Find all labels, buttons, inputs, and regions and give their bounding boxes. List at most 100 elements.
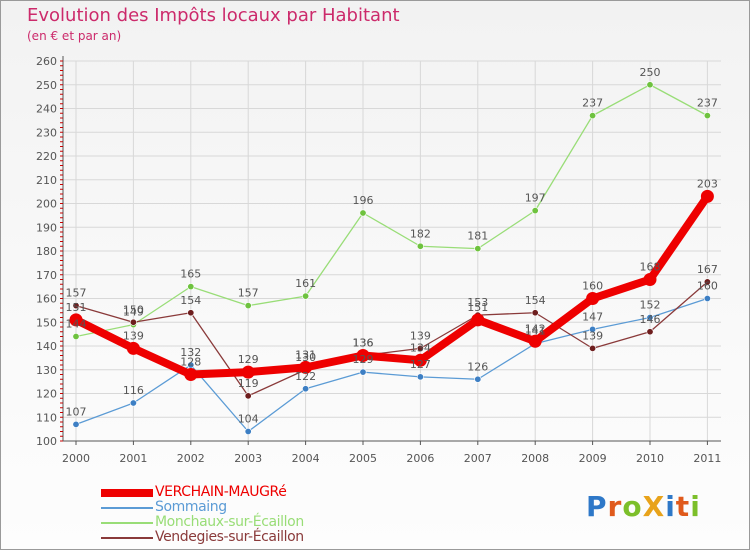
data-point: [72, 332, 80, 340]
data-point: [69, 313, 83, 327]
data-label: 128: [180, 356, 201, 369]
data-label: 203: [697, 177, 718, 190]
data-label: 160: [582, 280, 603, 293]
x-tick-label: 2010: [636, 452, 664, 465]
data-label: 129: [353, 353, 374, 366]
data-label: 107: [66, 405, 87, 418]
data-label: 197: [525, 192, 546, 205]
data-label: 136: [353, 337, 374, 350]
data-label: 250: [640, 66, 661, 79]
x-tick-label: 2000: [62, 452, 90, 465]
data-point: [184, 368, 198, 381]
x-tick-label: 2003: [234, 452, 262, 465]
data-label: 127: [410, 358, 431, 371]
y-tick-label: 110: [36, 411, 57, 424]
data-point: [302, 385, 310, 393]
data-label: 165: [180, 268, 201, 281]
y-tick-label: 160: [36, 293, 57, 306]
y-tick-label: 100: [36, 435, 57, 448]
data-point: [531, 207, 539, 215]
data-point: [416, 344, 424, 352]
data-label: 134: [410, 341, 431, 354]
y-tick-label: 210: [36, 174, 57, 187]
data-point: [72, 302, 80, 310]
data-label: 104: [238, 413, 259, 426]
data-label: 196: [353, 194, 374, 207]
data-label: 139: [410, 329, 431, 342]
data-point: [416, 373, 424, 381]
data-label: 119: [238, 377, 259, 390]
data-point: [646, 328, 654, 336]
data-point: [700, 189, 714, 203]
data-label: 182: [410, 227, 431, 240]
legend-swatch: [101, 537, 153, 539]
logo-letter: o: [622, 490, 643, 523]
data-label: 237: [582, 97, 603, 110]
data-label: 167: [697, 263, 718, 276]
x-tick-label: 2007: [464, 452, 492, 465]
data-label: 157: [66, 287, 87, 300]
y-tick-label: 250: [36, 79, 57, 92]
data-label: 151: [66, 301, 87, 314]
data-label: 147: [582, 310, 603, 323]
data-point: [244, 302, 252, 310]
data-label: 141: [525, 325, 546, 338]
data-label: 131: [295, 348, 316, 361]
data-label: 139: [582, 329, 603, 342]
data-label: 149: [123, 306, 144, 319]
data-label: 129: [238, 353, 259, 366]
data-label: 160: [697, 280, 718, 293]
logo-letter: r: [607, 490, 623, 523]
logo-letter: i: [690, 490, 701, 523]
data-label: 150: [123, 303, 144, 316]
data-label: 153: [467, 296, 488, 309]
data-point: [589, 325, 597, 333]
x-tick-label: 2008: [521, 452, 549, 465]
data-label: 151: [467, 301, 488, 314]
legend-swatch: [101, 489, 153, 497]
data-point: [413, 353, 427, 367]
data-label: 132: [180, 346, 201, 359]
data-point: [72, 420, 80, 428]
logo-letter: t: [675, 490, 691, 523]
data-point: [589, 344, 597, 352]
y-tick-label: 180: [36, 245, 57, 258]
x-tick-label: 2005: [349, 452, 377, 465]
data-point: [299, 360, 313, 374]
data-point: [471, 313, 485, 327]
x-tick-label: 2001: [119, 452, 147, 465]
legend-swatch: [101, 507, 153, 509]
data-label: 126: [467, 360, 488, 373]
y-tick-label: 140: [36, 340, 57, 353]
data-label: 154: [525, 294, 546, 307]
y-tick-label: 200: [36, 198, 57, 211]
legend-swatch: [101, 522, 153, 524]
data-point: [646, 81, 654, 89]
data-point: [129, 399, 137, 407]
data-label: 161: [295, 277, 316, 290]
legend-label: Sommaing: [155, 499, 227, 515]
data-label: 181: [467, 230, 488, 243]
data-label: 157: [238, 287, 259, 300]
x-tick-label: 2009: [579, 452, 607, 465]
data-point: [359, 209, 367, 217]
data-point: [589, 112, 597, 120]
y-tick-label: 240: [36, 103, 57, 116]
logo-letter: P: [586, 490, 608, 523]
x-tick-label: 2006: [406, 452, 434, 465]
chart-subtitle: (en € et par an): [27, 29, 122, 43]
y-tick-label: 230: [36, 126, 57, 139]
chart-title: Evolution des Impôts locaux par Habitant: [27, 5, 400, 26]
data-label: 130: [295, 351, 316, 364]
data-point: [129, 318, 137, 326]
data-point: [302, 292, 310, 300]
data-label: 139: [123, 329, 144, 342]
legend-label: Monchaux-sur-Écaillon: [155, 514, 304, 530]
data-point: [187, 309, 195, 317]
data-point: [359, 368, 367, 376]
y-tick-label: 220: [36, 150, 57, 163]
data-point: [643, 273, 657, 286]
data-point: [646, 313, 654, 321]
